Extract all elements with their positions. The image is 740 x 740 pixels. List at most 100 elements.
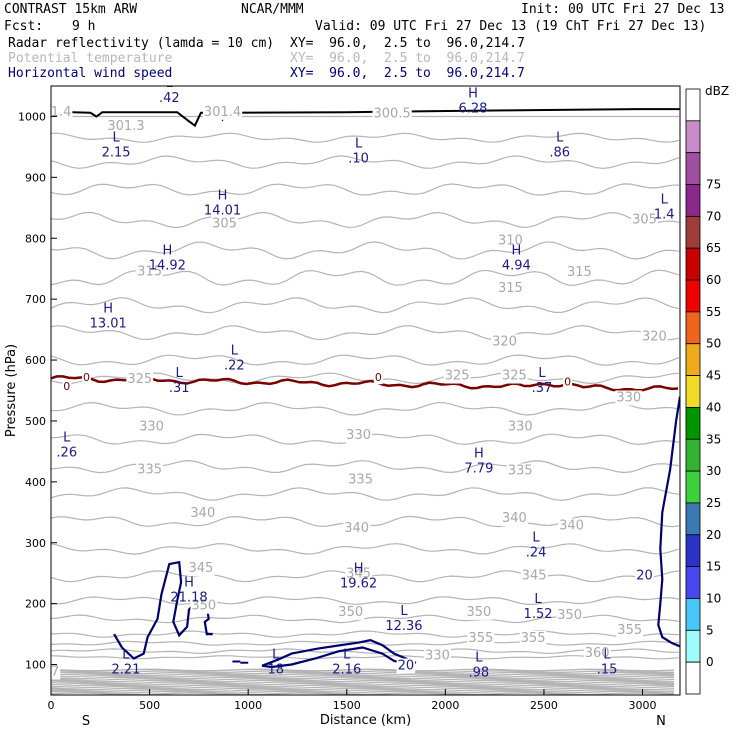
theta-label: 305: [632, 213, 657, 228]
high-marker: H: [218, 188, 228, 203]
colorbar: dBZ 0 5 10 15 20 25 30 35 40 45 50 55 60 65 70 75: [685, 84, 729, 695]
colorbar-level: 65: [706, 241, 721, 255]
theta-label-bg: [190, 598, 218, 614]
x-tick-label: 1000: [234, 699, 262, 712]
theta-label: 355: [468, 631, 493, 646]
high-marker: H: [354, 562, 364, 577]
marker-value: 2.21: [111, 662, 140, 677]
theta-label: 360: [585, 646, 610, 661]
marker-value: 21.18: [170, 591, 207, 606]
high-marker: H: [511, 244, 521, 259]
theta-contour: [51, 596, 680, 606]
low-marker: L: [534, 592, 542, 607]
wind-contour-label: 20: [398, 658, 415, 673]
theta-label-bg: [309, 86, 349, 90]
theta-label-bg: [136, 264, 164, 280]
y-tick-label: 700: [25, 293, 46, 306]
theta-label-bg: [500, 511, 528, 527]
valid-time: Valid: 09 UTC Fri 27 Dec 13 (19 ChT Fri …: [315, 19, 707, 34]
marker-value: 2.16: [332, 662, 361, 677]
theta-contour: [51, 676, 675, 680]
theta-contour: [51, 324, 680, 341]
theta-label: 355: [521, 631, 546, 646]
freezing-level-label: 0: [375, 371, 382, 384]
forecast-hour: 9 h: [72, 19, 96, 34]
theta-label: 340: [559, 518, 584, 533]
wind-contour-label: 20: [636, 568, 653, 583]
colorbar-title: dBZ: [705, 84, 729, 98]
field-theta-name: Potential temperature: [8, 51, 173, 66]
theta-contour: [51, 687, 675, 691]
init-time: Init: 00 UTC Fri 27 Dec 13: [521, 2, 725, 17]
colorbar-level: 25: [706, 496, 721, 510]
low-marker: L: [63, 431, 71, 446]
theta-label: 330: [346, 428, 371, 443]
theta-label-bg: [138, 419, 165, 435]
theta-label: 315: [498, 281, 523, 296]
colorbar-level: 75: [706, 178, 721, 192]
theta-label-bg: [497, 280, 524, 296]
colorbar-level: 70: [706, 209, 721, 223]
theta-label: 301.4: [204, 105, 241, 120]
wind-contour-20: [113, 560, 213, 660]
theta-label: 37: [43, 665, 60, 680]
theta-label: 310: [498, 233, 523, 248]
marker-value: .31: [169, 381, 190, 396]
colorbar-level: 5: [706, 623, 714, 637]
north-label: N: [656, 714, 666, 729]
theta-contour: [51, 671, 675, 675]
high-marker: H: [162, 244, 172, 259]
contour-labels: 37 330 360 355 355 355 350 350 350 350 345 345 345 34…: [42, 69, 675, 681]
theta-contour: [51, 155, 680, 170]
marker-value: .10: [348, 152, 369, 167]
theta-label: 345: [188, 561, 213, 576]
theta-label: 325: [445, 369, 470, 384]
theta-label-bg: [372, 106, 412, 122]
marker-value: 1.4: [654, 208, 675, 223]
colorbar-swatch: [685, 152, 701, 185]
marker-value: 1.52: [524, 607, 553, 622]
theta-label-bg: [345, 566, 373, 582]
colorbar-swatch: [685, 375, 701, 408]
theta-label-bg: [500, 368, 528, 384]
low-marker: L: [343, 647, 351, 662]
theta-contour: [51, 685, 675, 689]
theta-label: 315: [567, 265, 592, 280]
theta-label-bg: [202, 104, 243, 120]
model-title: CONTRAST 15km ARW: [4, 2, 138, 17]
theta-contour: [51, 681, 675, 685]
marker-value: 3.95: [522, 69, 551, 84]
x-tick-label: 500: [139, 699, 160, 712]
marker-value: .15: [597, 662, 618, 677]
marker-value: 14.01: [204, 203, 241, 218]
theta-label: 300.4: [310, 75, 347, 90]
y-tick-label: 800: [25, 232, 46, 245]
theta-contour: [51, 401, 680, 416]
colorbar-swatch: [685, 470, 701, 504]
low-marker: L: [272, 647, 280, 662]
theta-label-bg: [343, 520, 371, 536]
low-marker: L: [355, 137, 363, 152]
theta-contour: [51, 614, 680, 624]
colorbar-level: 20: [706, 528, 721, 542]
theta-label-bg: [345, 428, 373, 444]
theta-label: 330: [139, 420, 164, 435]
colorbar-level: 45: [706, 369, 721, 383]
field-wind-xy: XY= 96.0, 2.5 to 96.0,214.7: [290, 66, 525, 81]
marker-value: 6.28: [458, 102, 487, 117]
colorbar-swatch: [685, 629, 701, 663]
theta-contour: [51, 674, 675, 678]
theta-label: 01.4: [42, 105, 71, 120]
y-tick-label: 400: [25, 476, 46, 489]
field-reflectivity-xy: XY= 96.0, 2.5 to 96.0,214.7: [290, 36, 525, 51]
theta-label-bg: [556, 607, 583, 623]
theta-contour: [51, 682, 675, 686]
low-marker: L: [475, 651, 483, 666]
marker-value: 14.92: [149, 259, 186, 274]
colorbar-swatch: [685, 534, 701, 568]
marker-value: .86: [549, 145, 570, 160]
theta-label: 301.3: [107, 119, 144, 134]
y-tick-label: 100: [25, 659, 46, 672]
theta-contour: [51, 372, 680, 385]
